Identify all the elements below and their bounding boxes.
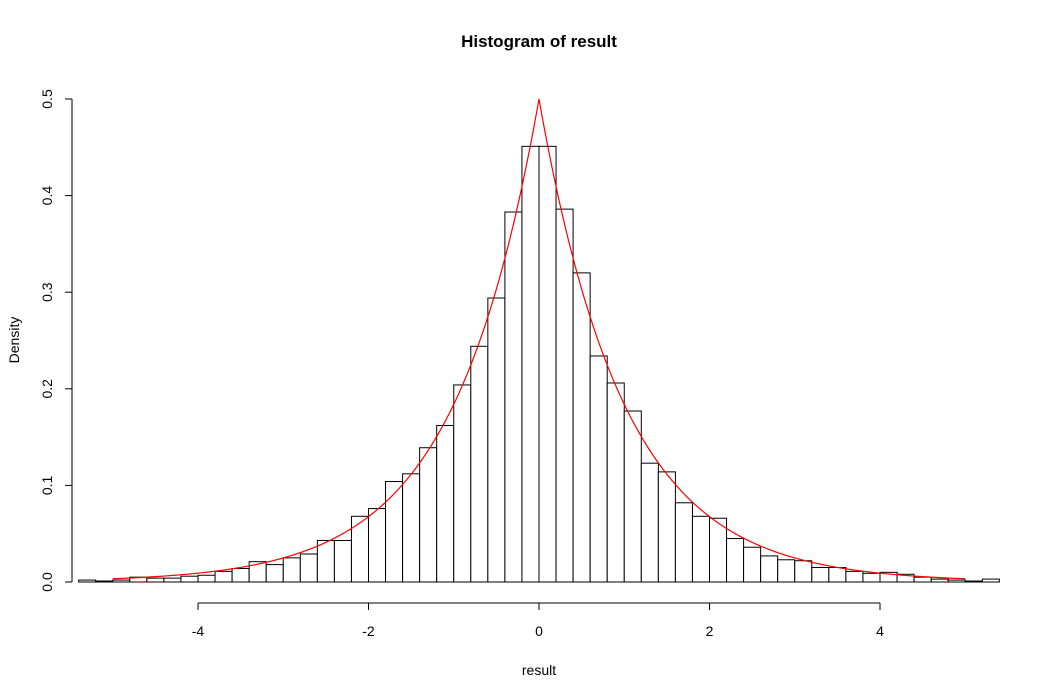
histogram-bar [504,211,523,583]
y-tick-label: 0.2 [39,379,55,399]
histogram-bar [555,208,574,583]
y-tick-label: 0.4 [39,186,55,206]
histogram-bar [538,145,557,583]
histogram-bar [180,575,199,583]
histogram-bar [760,555,779,583]
histogram-bar [930,578,949,583]
histogram-bar [657,471,676,583]
histogram-bar [845,570,864,583]
histogram-bar [112,579,131,583]
histogram-bar [691,515,711,583]
y-tick-label: 0.3 [39,282,55,302]
histogram-bar [487,297,506,583]
histogram-bar [709,517,728,583]
histogram-bar [623,410,642,583]
histogram-bar [333,539,352,583]
histogram-bar [606,382,625,583]
histogram-bar [214,570,233,583]
histogram-bar [726,538,745,583]
y-axis: 0.0 0.1 0.2 0.3 0.4 0.5 [39,89,73,592]
x-tick-label: -4 [192,623,205,639]
x-axis-label: result [522,662,556,678]
histogram-bar [862,572,881,583]
histogram-bar [794,560,813,583]
histogram-bar [981,578,1000,583]
y-axis-label: Density [6,317,22,364]
histogram-bar [743,546,762,583]
histogram-bar [913,576,932,583]
histogram-bar [368,508,387,583]
x-tick-label: 2 [706,623,714,639]
histogram-bar [521,145,540,583]
x-tick-label: 0 [535,623,543,639]
histogram-bars [78,145,1000,583]
histogram-bar [419,447,438,583]
y-tick-label: 0.0 [39,572,55,592]
x-axis: -4 -2 0 2 4 [192,602,884,639]
x-tick-label: 4 [876,623,884,639]
histogram-bar [828,567,847,583]
histogram-bar [947,579,966,583]
histogram-bar [777,559,796,583]
histogram-bar [197,574,216,583]
histogram-bar [385,481,404,583]
histogram-bar [589,355,608,583]
histogram-bar [231,567,250,583]
histogram-bar [78,579,97,583]
histogram-bar [436,425,455,583]
histogram-bar [572,272,591,583]
y-tick-label: 0.5 [39,89,55,109]
histogram-bar [470,345,489,583]
histogram-bar [163,577,182,583]
histogram-bar [640,462,659,583]
x-tick-label: -2 [362,623,375,639]
histogram-bar [95,580,114,583]
y-tick-label: 0.1 [39,475,55,495]
chart-title: Histogram of result [461,32,617,51]
histogram-bar [811,567,830,583]
histogram-bar [964,580,983,583]
density-curve [112,98,966,580]
histogram-bar [299,553,318,583]
histogram-bar [402,473,421,583]
histogram-bar [265,564,284,583]
histogram-bar [146,577,165,583]
histogram-bar [316,539,335,583]
histogram-bar [282,557,301,583]
histogram-bar [453,384,472,583]
histogram-bar [674,502,693,583]
